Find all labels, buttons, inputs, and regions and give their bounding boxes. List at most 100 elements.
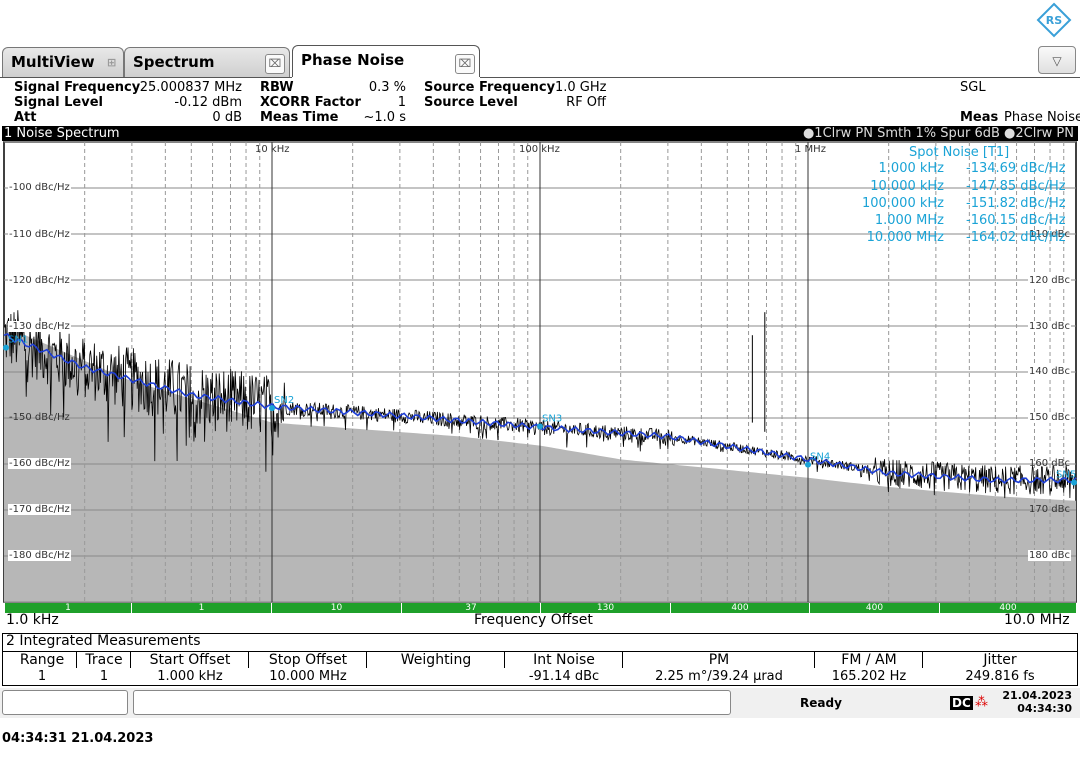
col-header-int-noise: Int Noise <box>533 652 595 668</box>
status-field[interactable] <box>2 690 128 715</box>
column-separator <box>504 652 505 668</box>
source-frequency-label: Source Frequency <box>424 80 556 95</box>
y-tick-label: -120 dBc/Hz <box>8 275 71 286</box>
y-tick-label: -150 dBc/Hz <box>9 412 70 423</box>
y-tick-label: -100 dBc/Hz <box>8 182 71 193</box>
column-separator <box>130 652 131 668</box>
spot-marker-label: SN2 <box>274 395 294 406</box>
col-header-start-offset: Start Offset <box>149 652 231 668</box>
integrated-measurements-panel <box>2 633 1078 686</box>
column-separator <box>622 652 623 668</box>
rs-logo-icon: RS <box>1036 2 1072 38</box>
col-header-pm: PM <box>708 652 730 668</box>
xcorr-segment: 10 <box>271 603 401 613</box>
source-frequency-value: 1.0 GHz <box>555 80 607 95</box>
trace-1-raw <box>3 310 1077 499</box>
signal-frequency-label: Signal Frequency <box>14 80 141 95</box>
close-icon[interactable]: ⌧ <box>265 54 285 74</box>
y-tick-label: -130 dBc/Hz <box>8 321 71 332</box>
y-tick-label-right: 160 dBc <box>1029 458 1070 469</box>
y-tick-label-right: 140 dBc <box>1028 366 1071 377</box>
column-separator <box>366 652 367 668</box>
x-axis-title: Frequency Offset <box>474 612 593 628</box>
spot-marker-label: SN4 <box>810 452 830 463</box>
spot-noise-title: Spot Noise [T1] <box>909 145 1010 160</box>
rbw-label: RBW <box>260 80 294 95</box>
status-time: 04:34:30 <box>1017 702 1072 715</box>
spot-marker <box>537 423 543 430</box>
cell-range: 1 <box>37 669 47 684</box>
svg-text:RS: RS <box>1046 14 1062 27</box>
tab-baseline <box>0 77 292 78</box>
col-header-trace: Trace <box>85 652 123 668</box>
signal-level-label: Signal Level <box>14 95 103 110</box>
xcorr-value: 1 <box>397 95 406 110</box>
dropdown-button[interactable]: ▽ <box>1038 46 1076 74</box>
y-tick-label: -160 dBc/Hz <box>8 458 71 469</box>
tab-phase-noise-label: Phase Noise <box>301 51 405 69</box>
y-tick-label-right: 170 dBc <box>1029 504 1070 515</box>
y-tick-label-right: 120 dBc <box>1028 275 1071 286</box>
tab-spectrum-label: Spectrum <box>133 53 215 71</box>
divider <box>2 651 1078 652</box>
column-separator <box>922 652 923 668</box>
spot-noise-value: -134.69 dBc/Hz <box>966 161 1066 176</box>
signal-level-value: -0.12 dBm <box>174 95 242 110</box>
spot-marker-label: SN3 <box>542 413 562 424</box>
rbw-value: 0.3 % <box>368 80 406 95</box>
tab-spectrum[interactable]: Spectrum ⌧ <box>124 47 290 77</box>
y-tick-label-right: 150 dBc <box>1028 412 1071 423</box>
xcorr-segment: 400 <box>670 603 809 613</box>
panel-title: 1 Noise Spectrum <box>4 126 120 141</box>
tab-phase-noise[interactable]: Phase Noise ⌧ <box>292 45 480 77</box>
spot-noise-freq: 100.000 kHz <box>861 196 944 211</box>
source-level-label: Source Level <box>424 95 518 110</box>
column-separator <box>248 652 249 668</box>
spot-marker <box>805 461 811 468</box>
tab-multiview-label: MultiView <box>11 53 95 71</box>
y-tick-label: -170 dBc/Hz <box>8 504 71 515</box>
x-tick-label: 1 MHz <box>795 144 826 155</box>
xcorr-segment: 37 <box>401 603 540 613</box>
x-stop-label: 10.0 MHz <box>1004 612 1070 628</box>
spot-marker <box>3 344 9 351</box>
cell-int-noise: -91.14 dBc <box>528 669 600 684</box>
spot-noise-freq: 10.000 kHz <box>870 179 944 194</box>
att-value: 0 dB <box>212 110 242 125</box>
column-separator <box>76 652 77 668</box>
spot-marker-label: SN1 <box>8 335 28 346</box>
spot-noise-freq: 1.000 MHz <box>874 213 944 228</box>
dc-coupling-badge: DC <box>950 696 973 710</box>
status-date: 21.04.2023 <box>1002 689 1072 702</box>
tab-multiview[interactable]: MultiView ⊞ <box>2 47 124 77</box>
col-header-jitter: Jitter <box>983 652 1017 668</box>
column-separator <box>814 652 815 668</box>
y-tick-label: -180 dBc/Hz <box>8 550 71 561</box>
xcorr-segment: 1 <box>131 603 271 613</box>
noise-spectrum-title-bar: 1 Noise Spectrum ●1Clrw PN Smth 1% Spur … <box>2 126 1078 141</box>
x-tick-label: 10 kHz <box>255 144 290 155</box>
footer-timestamp: 04:34:31 21.04.2023 <box>2 731 154 746</box>
meas-time-value: ~1.0 s <box>363 110 406 125</box>
spot-marker-label: SN5 <box>1056 469 1076 480</box>
xcorr-label: XCORR Factor <box>260 95 361 110</box>
spot-noise-freq: 10.000 MHz <box>866 230 944 245</box>
cell-stop-offset: 10.000 MHz <box>269 669 347 684</box>
close-icon[interactable]: ⌧ <box>455 54 475 74</box>
col-header-stop-offset: Stop Offset <box>268 652 348 668</box>
sgl-indicator: SGL <box>960 80 986 95</box>
xcorr-segment: 400 <box>809 603 939 613</box>
cell-jitter: 249.816 fs <box>965 669 1035 684</box>
warning-icon: ⁂ <box>975 695 988 710</box>
status-message-field[interactable] <box>133 690 731 715</box>
cell-trace: 1 <box>99 669 109 684</box>
x-start-label: 1.0 kHz <box>6 612 59 628</box>
y-tick-label: -110 dBc/Hz <box>8 229 71 240</box>
source-level-value: RF Off <box>566 95 606 110</box>
meas-time-label: Meas Time <box>260 110 339 125</box>
y-tick-label-right: 130 dBc <box>1028 321 1071 332</box>
col-header-weighting: Weighting <box>400 652 472 668</box>
cell-fm-am: 165.202 Hz <box>831 669 907 684</box>
spot-marker <box>1071 479 1077 486</box>
